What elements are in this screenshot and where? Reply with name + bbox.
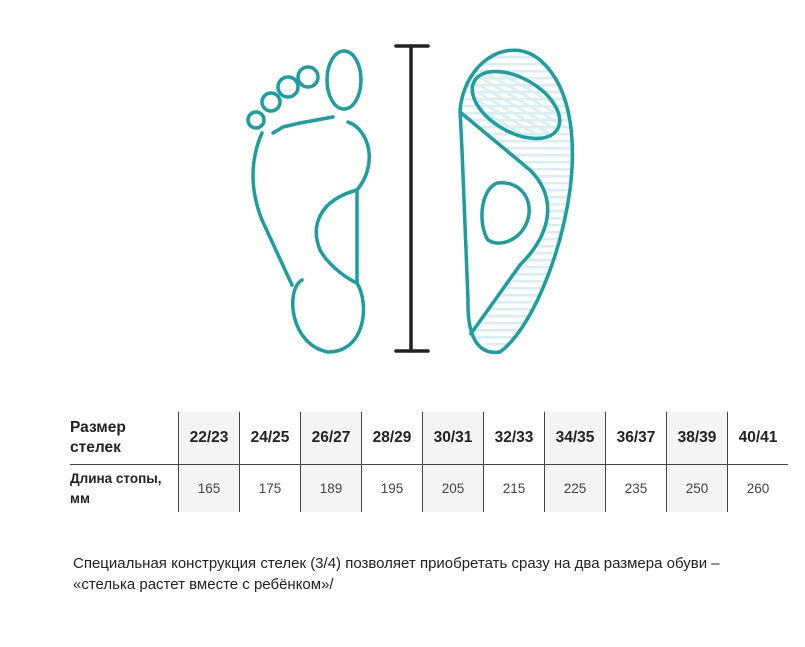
length-cell: 225 [544, 464, 606, 512]
length-cell: 175 [239, 464, 301, 512]
size-cell: 34/35 [544, 412, 606, 465]
length-cell: 215 [483, 464, 545, 512]
size-table: Размер стелек 22/23 24/25 26/27 28/29 30… [70, 412, 788, 512]
ruler-icon [394, 44, 430, 353]
length-cell: 195 [361, 464, 423, 512]
description-note: Специальная конструкция стелек (3/4) поз… [73, 555, 720, 593]
foot-icon [246, 49, 371, 354]
size-cell: 24/25 [239, 412, 301, 465]
length-cell: 250 [666, 464, 728, 512]
size-cell: 40/41 [727, 412, 788, 465]
insole-icon [458, 48, 575, 355]
foot-insole-illustration [246, 44, 575, 355]
size-cell: 38/39 [666, 412, 728, 465]
row-label-length: Длина стопы, мм [70, 470, 162, 506]
size-cell: 22/23 [178, 412, 240, 465]
size-cell: 30/31 [422, 412, 484, 465]
length-cell: 165 [178, 464, 240, 512]
table-row-sizes: Размер стелек 22/23 24/25 26/27 28/29 30… [70, 412, 788, 465]
row-label-size: Размер стелек [70, 412, 179, 465]
length-cell: 189 [300, 464, 362, 512]
size-cell: 32/33 [483, 412, 545, 465]
length-cell: 235 [605, 464, 667, 512]
size-cell: 36/37 [605, 412, 667, 465]
length-cell: 205 [422, 464, 484, 512]
size-cell: 26/27 [300, 412, 362, 465]
size-cell: 28/29 [361, 412, 423, 465]
length-cell: 260 [727, 464, 788, 512]
table-row-lengths: Длина стопы, мм 165 175 189 195 205 215 … [70, 464, 788, 512]
